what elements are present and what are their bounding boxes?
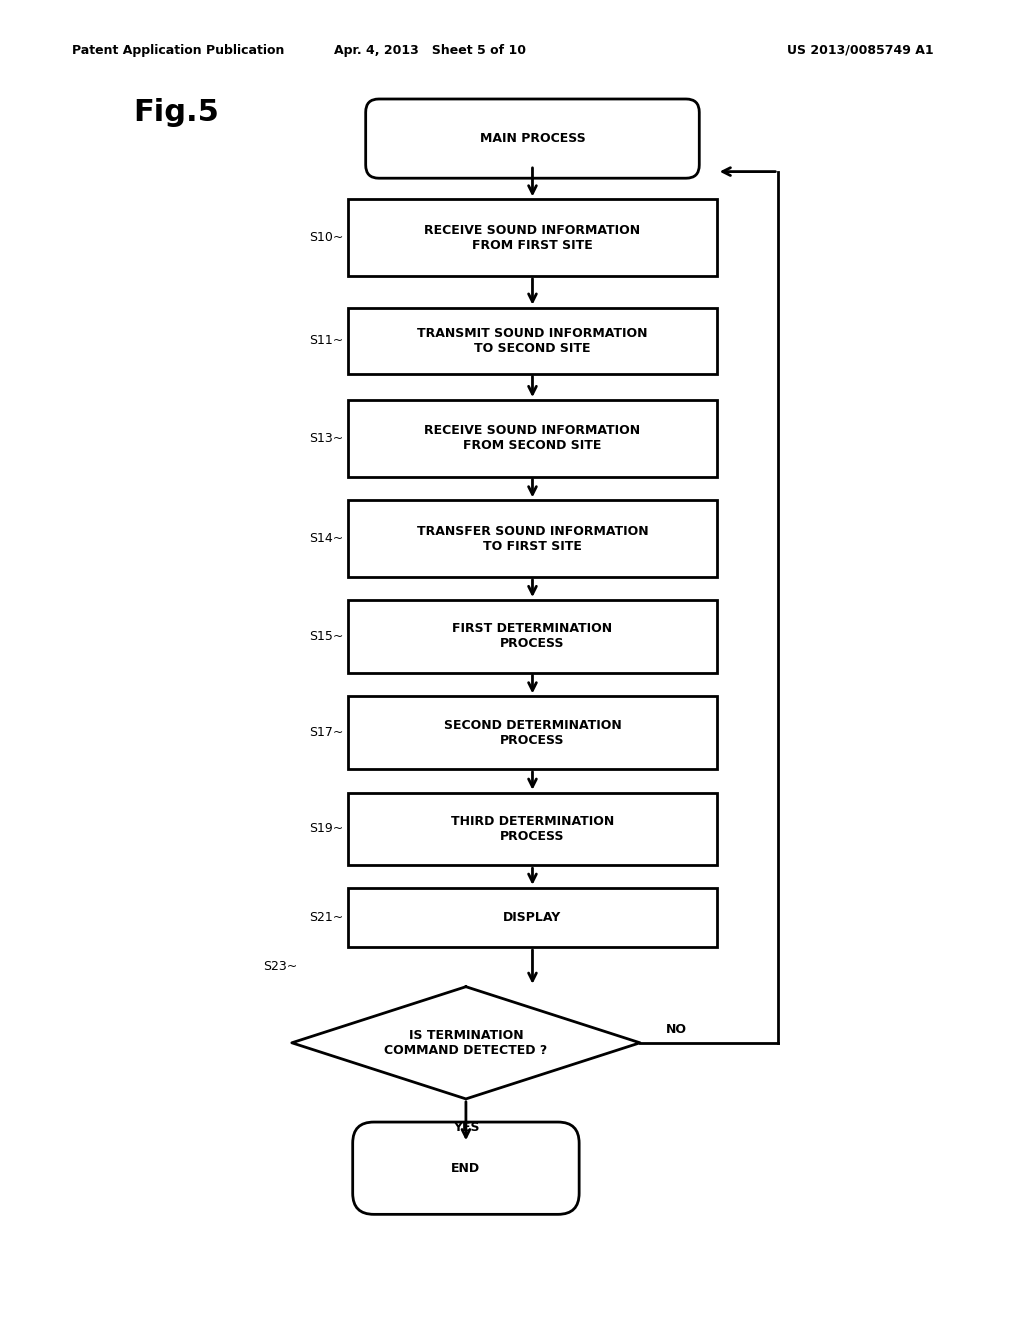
Text: US 2013/0085749 A1: US 2013/0085749 A1: [786, 44, 934, 57]
Bar: [348, 599, 717, 672]
Bar: [348, 500, 717, 577]
Text: RECEIVE SOUND INFORMATION
FROM FIRST SITE: RECEIVE SOUND INFORMATION FROM FIRST SIT…: [424, 223, 641, 252]
Bar: [348, 888, 717, 948]
Text: TRANSFER SOUND INFORMATION
TO FIRST SITE: TRANSFER SOUND INFORMATION TO FIRST SITE: [417, 524, 648, 553]
Bar: [348, 400, 717, 477]
Text: NO: NO: [666, 1023, 687, 1036]
Text: FIRST DETERMINATION
PROCESS: FIRST DETERMINATION PROCESS: [453, 622, 612, 651]
Text: END: END: [452, 1162, 480, 1175]
Text: IS TERMINATION
COMMAND DETECTED ?: IS TERMINATION COMMAND DETECTED ?: [384, 1028, 548, 1057]
Text: S23~: S23~: [263, 961, 297, 973]
Text: SECOND DETERMINATION
PROCESS: SECOND DETERMINATION PROCESS: [443, 718, 622, 747]
Bar: [348, 308, 717, 374]
Text: S21~: S21~: [309, 911, 343, 924]
Text: MAIN PROCESS: MAIN PROCESS: [479, 132, 586, 145]
Text: YES: YES: [453, 1122, 479, 1134]
Polygon shape: [292, 987, 640, 1098]
Bar: [348, 697, 717, 768]
Text: S15~: S15~: [308, 630, 343, 643]
Text: S10~: S10~: [308, 231, 343, 244]
Text: TRANSMIT SOUND INFORMATION
TO SECOND SITE: TRANSMIT SOUND INFORMATION TO SECOND SIT…: [417, 326, 648, 355]
Text: S13~: S13~: [309, 432, 343, 445]
Bar: [348, 199, 717, 276]
Text: Apr. 4, 2013   Sheet 5 of 10: Apr. 4, 2013 Sheet 5 of 10: [334, 44, 526, 57]
Text: S11~: S11~: [309, 334, 343, 347]
Text: DISPLAY: DISPLAY: [504, 911, 561, 924]
Bar: [348, 792, 717, 866]
Text: S17~: S17~: [308, 726, 343, 739]
Text: RECEIVE SOUND INFORMATION
FROM SECOND SITE: RECEIVE SOUND INFORMATION FROM SECOND SI…: [424, 424, 641, 453]
FancyBboxPatch shape: [366, 99, 699, 178]
FancyBboxPatch shape: [352, 1122, 580, 1214]
Text: S19~: S19~: [309, 822, 343, 836]
Text: S14~: S14~: [309, 532, 343, 545]
Text: THIRD DETERMINATION
PROCESS: THIRD DETERMINATION PROCESS: [451, 814, 614, 843]
Text: Fig.5: Fig.5: [133, 98, 219, 127]
Text: Patent Application Publication: Patent Application Publication: [72, 44, 284, 57]
